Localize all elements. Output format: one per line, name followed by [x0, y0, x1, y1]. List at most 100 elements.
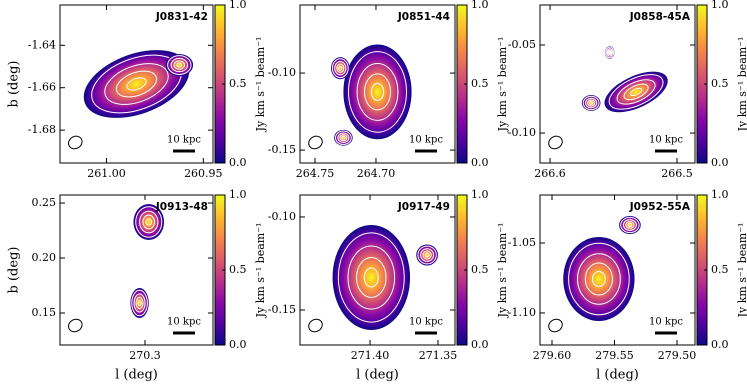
map	[83, 50, 194, 118]
contour	[607, 49, 613, 56]
map	[130, 204, 165, 318]
contour	[135, 206, 163, 238]
contour	[115, 70, 158, 98]
colorbar-label: Jy km s⁻¹ beam⁻¹	[736, 223, 747, 319]
map	[581, 46, 668, 113]
contour	[591, 270, 606, 288]
colorbar-tick-label: 0.0	[229, 338, 247, 351]
y-axis-label: b (deg)	[7, 61, 22, 108]
beam	[548, 318, 563, 333]
contour	[363, 267, 379, 288]
emission	[563, 237, 635, 321]
x-tick-label: 270.3	[129, 349, 161, 362]
contour	[135, 296, 144, 310]
contour	[620, 216, 640, 234]
map	[332, 225, 438, 330]
colorbar-label: Jy km s⁻¹ beam⁻¹	[496, 223, 509, 319]
contour	[422, 250, 432, 260]
x-tick-label: 279.55	[595, 349, 634, 362]
contour	[587, 99, 596, 107]
colorbar-tick-label: 1.0	[229, 0, 247, 11]
contour	[142, 214, 156, 230]
contour	[608, 50, 612, 55]
beam	[308, 135, 323, 150]
contour	[568, 242, 630, 316]
colorbar-tick-label: 1.0	[229, 188, 247, 201]
contour	[625, 221, 635, 229]
y-tick-label: 0.15	[32, 306, 57, 319]
panel-title: J0917-49	[397, 201, 450, 213]
colorbar-label: Jy km s⁻¹ beam⁻¹	[496, 37, 509, 133]
contour	[577, 253, 621, 305]
scale-label: 10 kpc	[649, 135, 683, 146]
y-tick-label: -0.15	[268, 143, 296, 156]
x-tick-label: 271.40	[351, 349, 390, 362]
contour	[131, 289, 148, 317]
contour	[133, 293, 146, 313]
y-tick-label: -0.10	[268, 66, 296, 79]
contour	[608, 74, 664, 110]
beam	[68, 318, 83, 333]
y-tick-label: 0.25	[32, 196, 57, 209]
contour	[370, 82, 385, 101]
scale-label: 10 kpc	[167, 317, 201, 328]
contour	[339, 134, 348, 142]
contour	[338, 65, 343, 71]
emission	[619, 216, 641, 234]
contour	[337, 132, 350, 143]
contour	[167, 55, 192, 75]
colorbar-tick-label: 0.0	[711, 338, 729, 351]
colorbar-tick-label: 0.0	[471, 156, 489, 169]
emission	[581, 95, 601, 111]
contour	[588, 101, 594, 105]
contour	[356, 257, 387, 298]
y-tick-label: -0.10	[508, 126, 536, 139]
plot-frame	[59, 4, 214, 164]
y-tick-label: -0.15	[268, 303, 296, 316]
contour	[417, 245, 437, 265]
contour	[627, 222, 633, 228]
x-tick-label: 264.70	[357, 167, 396, 180]
y-tick-label: -1.64	[28, 38, 56, 51]
beam	[548, 135, 563, 150]
emission	[83, 50, 190, 118]
emission	[331, 57, 350, 80]
plot-frame	[299, 4, 456, 164]
colorbar-label: Jy km s⁻¹ beam⁻¹	[736, 37, 747, 133]
y-tick-label: -1.05	[508, 236, 536, 249]
beam	[68, 135, 83, 150]
colorbar-tick-label: 1.0	[471, 0, 489, 11]
contour	[341, 135, 346, 140]
scale-label: 10 kpc	[649, 317, 683, 328]
contour	[104, 63, 169, 105]
x-tick-label: 279.50	[658, 349, 697, 362]
plot-frame	[59, 194, 214, 346]
contour	[605, 46, 615, 59]
panel-title: J0952-55A	[629, 201, 691, 213]
colorbar-tick-label: 0.5	[711, 263, 729, 276]
contour	[170, 57, 189, 73]
contour	[173, 60, 186, 70]
contour	[585, 97, 598, 109]
contour	[337, 232, 405, 323]
contour	[176, 62, 183, 68]
panel-title: J0858-45A	[629, 11, 691, 23]
emission	[416, 244, 438, 266]
colorbar-tick-label: 0.0	[229, 156, 247, 169]
colorbar-tick-label: 0.5	[711, 77, 729, 90]
contour	[126, 77, 147, 91]
colorbar-tick-label: 1.0	[471, 188, 489, 201]
plot-frame	[299, 194, 456, 346]
contour	[584, 262, 613, 296]
y-tick-label: 0.20	[32, 251, 57, 264]
x-axis-label: l (deg)	[356, 368, 399, 383]
x-tick-label: 266.6	[534, 167, 566, 180]
plot-frame	[539, 4, 696, 164]
y-tick-label: -1.10	[508, 306, 536, 319]
emission	[334, 129, 353, 146]
colorbar-label: Jy km s⁻¹ beam⁻¹	[254, 223, 267, 319]
contour	[364, 73, 391, 111]
colorbar-tick-label: 0.0	[711, 156, 729, 169]
x-axis-label: l (deg)	[596, 368, 639, 383]
